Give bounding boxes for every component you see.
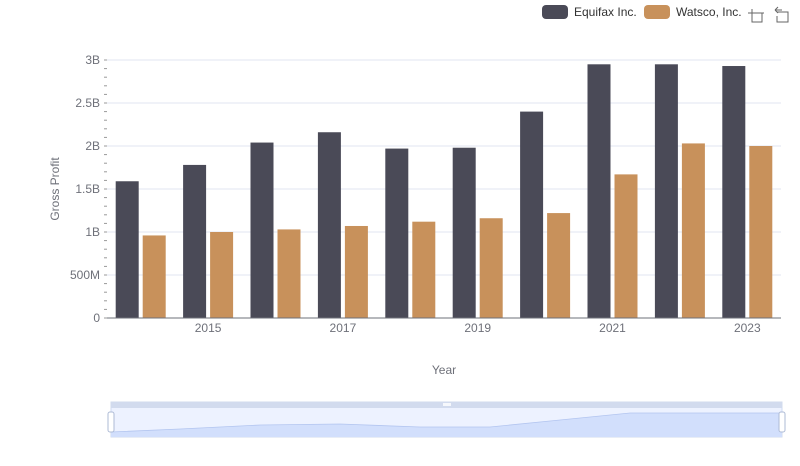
y-tick-label: 3B [85, 53, 100, 67]
y-tick-label: 500M [70, 268, 100, 282]
bar-equifax-2016[interactable] [250, 142, 274, 318]
legend-swatch-watsco [644, 5, 670, 19]
y-tick-label: 1.5B [75, 182, 100, 196]
y-minor-ticks [104, 59, 107, 319]
bar-equifax-2015[interactable] [183, 164, 207, 318]
slider-move-handle-grip[interactable] [443, 403, 451, 406]
bar-equifax-2018[interactable] [385, 148, 409, 318]
bar-equifax-2021[interactable] [587, 64, 611, 318]
bar-equifax-2017[interactable] [317, 132, 341, 318]
legend-item-watsco[interactable]: Watsco, Inc. [644, 5, 742, 19]
x-axis-title: Year [432, 363, 456, 377]
bar-watsco-2017[interactable] [344, 225, 368, 318]
bar-watsco-2022[interactable] [681, 143, 705, 318]
restore-icon[interactable] [774, 6, 789, 23]
data-zoom-slider[interactable] [107, 401, 786, 438]
bars [115, 64, 773, 319]
x-tick-label: 2015 [195, 321, 222, 335]
x-tick-label: 2021 [599, 321, 626, 335]
bar-equifax-2023[interactable] [722, 66, 746, 319]
x-tick-label: 2017 [330, 321, 357, 335]
bar-watsco-2016[interactable] [277, 229, 301, 318]
x-tick-label: 2023 [734, 321, 761, 335]
bar-watsco-2023[interactable] [749, 146, 773, 318]
bar-watsco-2021[interactable] [614, 174, 638, 318]
legend-item-equifax[interactable]: Equifax Inc. [542, 5, 637, 19]
slider-preview-line [110, 412, 782, 433]
bar-watsco-2019[interactable] [479, 218, 503, 318]
bar-watsco-2015[interactable] [210, 232, 234, 318]
y-tick-label: 2B [85, 139, 100, 153]
bar-watsco-2014[interactable] [142, 235, 166, 318]
y-tick-labels: 0 500M 1B 1.5B 2B 2.5B 3B [70, 53, 100, 325]
y-tick-label: 1B [85, 225, 100, 239]
bar-equifax-2014[interactable] [115, 181, 139, 318]
grid-lines [107, 59, 781, 276]
y-tick-label: 2.5B [75, 96, 100, 110]
bar-watsco-2020[interactable] [547, 213, 571, 318]
bar-equifax-2022[interactable] [654, 64, 678, 318]
x-tick-labels: 2015 2017 2019 2021 2023 [195, 321, 761, 335]
legend-label-equifax: Equifax Inc. [574, 5, 637, 19]
zoom-icon[interactable] [748, 9, 764, 23]
y-axis-title: Gross Profit [48, 157, 62, 221]
slider-handle-right[interactable] [778, 411, 786, 433]
bar-equifax-2020[interactable] [520, 111, 544, 318]
bar-watsco-2018[interactable] [412, 221, 436, 318]
x-tick-label: 2019 [464, 321, 491, 335]
legend-swatch-equifax [542, 5, 568, 19]
slider-handle-left[interactable] [107, 411, 115, 433]
bar-equifax-2019[interactable] [452, 147, 476, 318]
legend-label-watsco: Watsco, Inc. [676, 5, 742, 19]
slider-preview-area [111, 413, 782, 437]
y-tick-label: 0 [93, 311, 100, 325]
legend: Equifax Inc. Watsco, Inc. [542, 5, 742, 19]
